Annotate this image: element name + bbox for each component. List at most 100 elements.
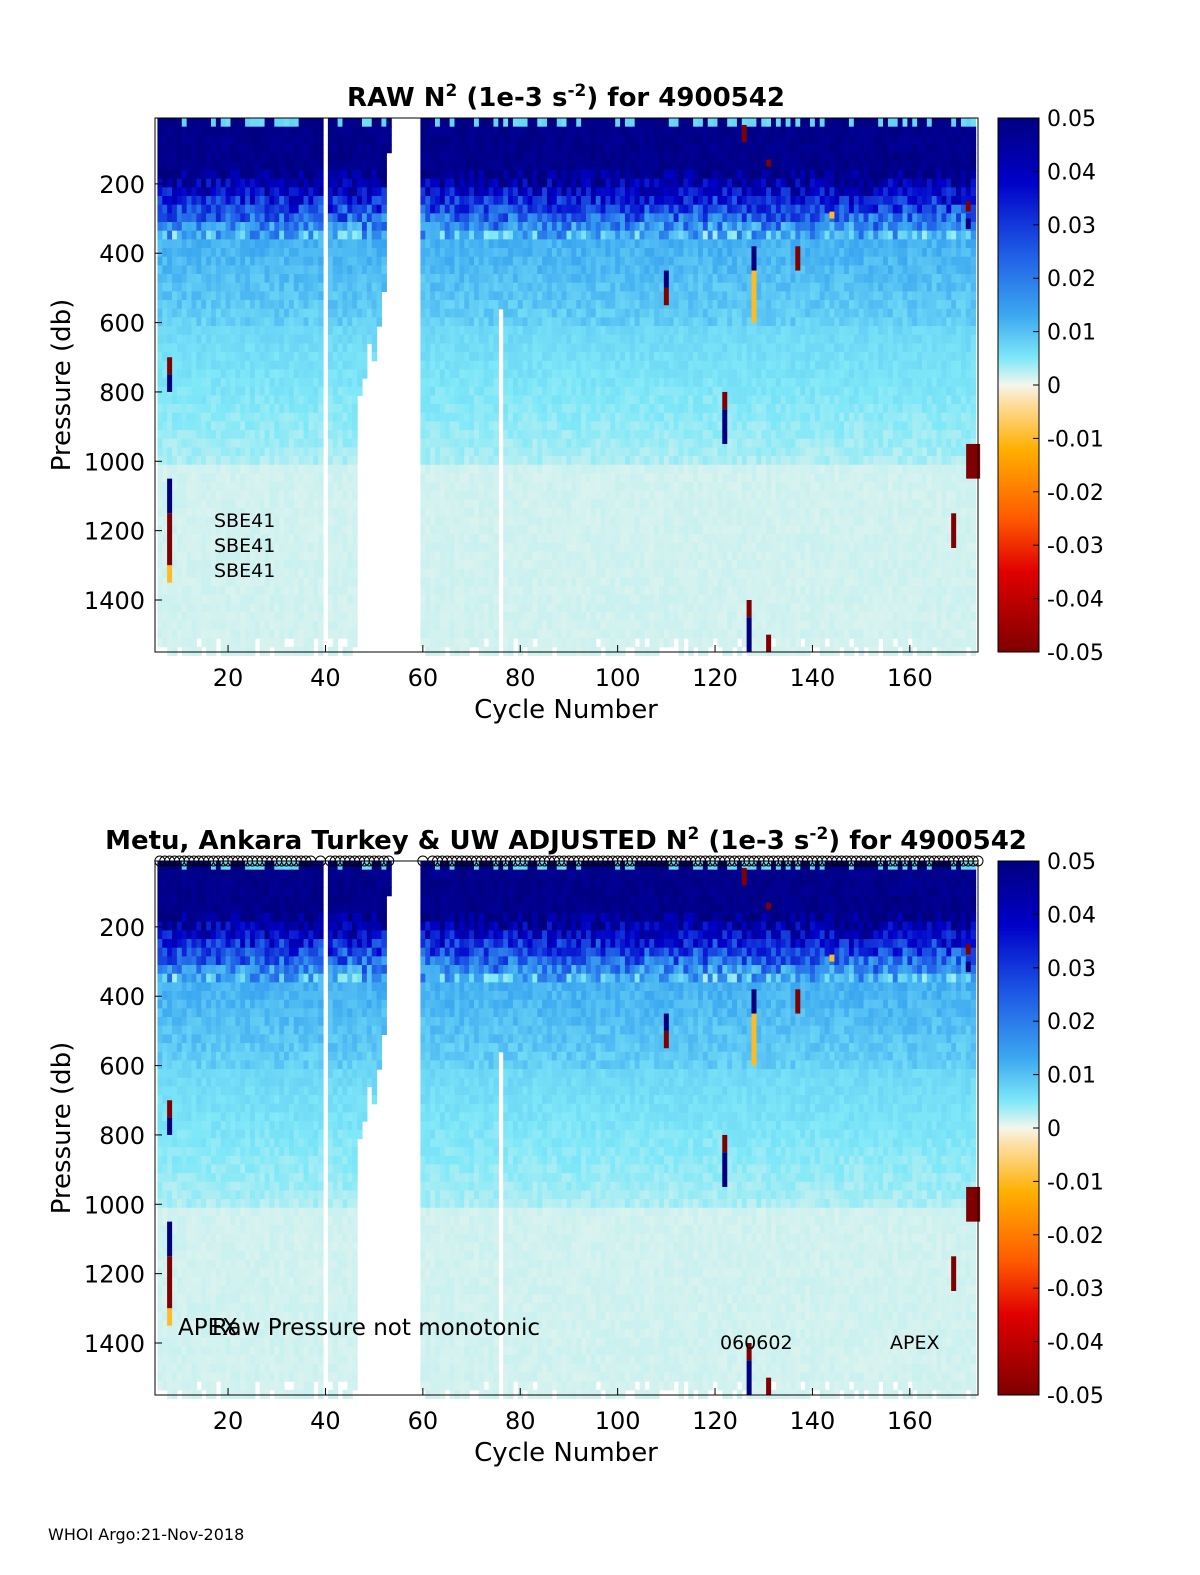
heatmap-cell [245, 360, 251, 370]
heatmap-cell [512, 334, 519, 344]
heatmap-cell [308, 326, 314, 336]
heatmap-cell [542, 274, 548, 284]
heatmap-cell [600, 256, 607, 266]
heatmap-cell [162, 412, 168, 423]
heatmap-cell [201, 464, 207, 475]
heatmap-cell [308, 256, 314, 266]
heatmap-cell [313, 551, 319, 561]
heatmap-cell [590, 378, 597, 388]
heatmap-cell [342, 568, 348, 579]
heatmap-cell [172, 421, 178, 431]
heatmap-cell [512, 542, 519, 553]
heatmap-cell [425, 248, 431, 258]
heatmap-cell [493, 126, 499, 136]
heatmap-cell [191, 456, 197, 466]
heatmap-cell [327, 473, 334, 483]
heatmap-cell [488, 300, 495, 310]
heatmap-cell [542, 265, 548, 275]
heatmap-cell [240, 248, 246, 258]
heatmap-cell [215, 161, 222, 171]
heatmap-cell [264, 404, 271, 414]
heatmap-cell [503, 456, 509, 466]
heatmap-cell [469, 421, 475, 431]
heatmap-cell [288, 508, 295, 518]
heatmap-cell [308, 265, 314, 275]
heatmap-cell [332, 612, 339, 622]
heatmap-cell [332, 482, 339, 492]
heatmap-cell [181, 369, 188, 379]
heatmap-cell [298, 490, 305, 501]
heatmap-cell [181, 612, 188, 622]
heatmap-cell [279, 456, 285, 466]
heatmap-cell [454, 638, 460, 648]
heatmap-cell [303, 144, 309, 154]
heatmap-cell [444, 204, 451, 214]
heatmap-cell [585, 187, 592, 197]
heatmap-cell [483, 542, 490, 553]
heatmap-cell [284, 438, 290, 449]
heatmap-cell [308, 447, 314, 457]
heatmap-cell [547, 161, 553, 171]
heatmap-cell [425, 447, 431, 457]
heatmap-cell [327, 629, 334, 639]
heatmap-cell [459, 577, 465, 587]
heatmap-cell [206, 343, 212, 353]
heatmap-cell [352, 508, 358, 518]
heatmap-cell [162, 369, 168, 379]
heatmap-cell [488, 568, 495, 579]
heatmap-cell [342, 239, 348, 249]
heatmap-cell [454, 334, 460, 344]
heatmap-cell [542, 282, 548, 292]
heatmap-cell [537, 352, 543, 362]
heatmap-cell [600, 265, 607, 275]
heatmap-cell [327, 118, 334, 128]
heatmap-cell [332, 438, 339, 449]
heatmap-cell [269, 360, 275, 370]
heatmap-cell [249, 525, 256, 535]
heatmap-cell [581, 560, 587, 570]
heatmap-cell [493, 248, 499, 258]
heatmap-cell [537, 594, 543, 605]
heatmap-cell [478, 274, 485, 284]
heatmap-cell [430, 464, 436, 475]
heatmap-cell [571, 620, 577, 631]
heatmap-cell [220, 248, 227, 258]
heatmap-cell [181, 248, 188, 258]
heatmap-cell [176, 256, 183, 266]
heatmap-cell [245, 612, 251, 622]
heatmap-cell [585, 152, 592, 162]
heatmap-cell [318, 560, 324, 570]
heatmap-cell [473, 638, 480, 648]
heatmap-cell [337, 586, 344, 596]
heatmap-cell [425, 438, 431, 449]
heatmap-cell [264, 144, 271, 154]
heatmap-cell [571, 161, 577, 171]
heatmap-cell [571, 508, 577, 518]
heatmap-cell [206, 490, 212, 501]
heatmap-cell [298, 603, 305, 613]
heatmap-cell [439, 482, 446, 492]
heatmap-cell [298, 412, 305, 423]
heatmap-cell [425, 386, 431, 396]
heatmap-cell [318, 404, 324, 414]
heatmap-cell [595, 161, 602, 171]
heatmap-cell [371, 170, 378, 180]
heatmap-cell [420, 178, 426, 188]
heatmap-cell [172, 378, 178, 388]
heatmap-cell [571, 612, 577, 622]
heatmap-cell [288, 161, 295, 171]
heatmap-cell [483, 126, 490, 136]
heatmap-cell [600, 386, 607, 396]
heatmap-cell [308, 646, 314, 657]
heatmap-cell [303, 646, 309, 657]
heatmap-cell [181, 213, 188, 223]
heatmap-cell [590, 317, 597, 327]
heatmap-cell [172, 560, 178, 570]
heatmap-cell [371, 126, 378, 136]
heatmap-cell [249, 118, 256, 128]
heatmap-cell [352, 516, 358, 527]
heatmap-cell [293, 152, 300, 162]
heatmap-cell [249, 499, 256, 509]
heatmap-cell [230, 326, 236, 336]
heatmap-cell [206, 248, 212, 258]
